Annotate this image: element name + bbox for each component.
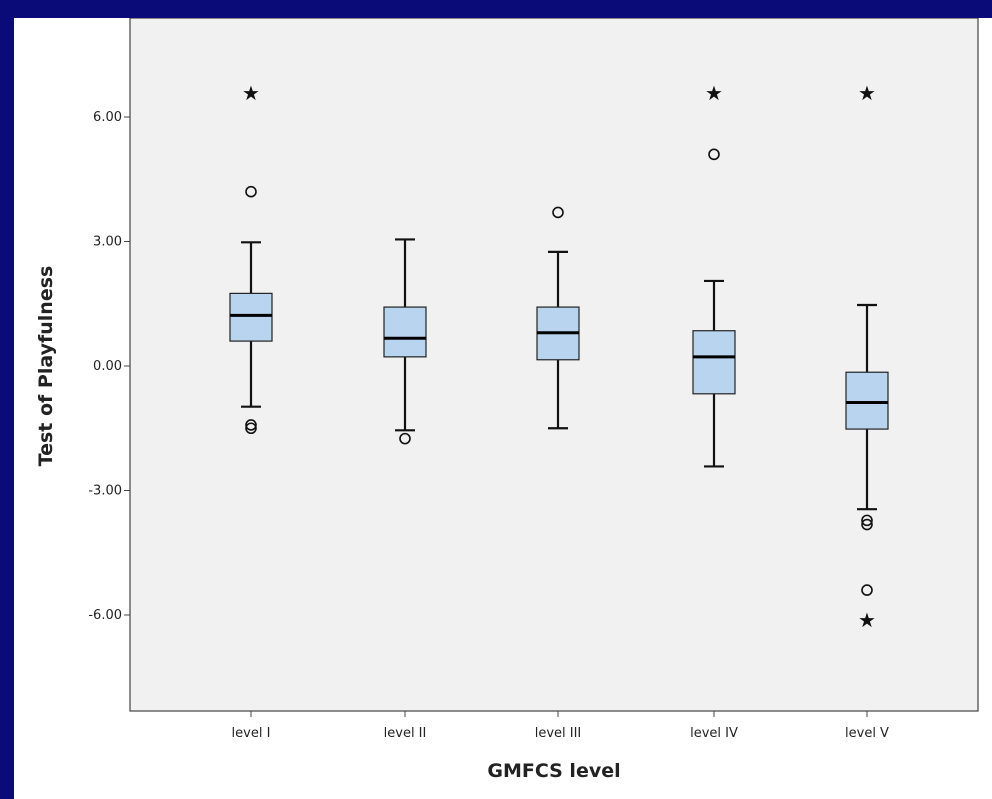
outlier-circle xyxy=(552,206,564,219)
box-iqr xyxy=(845,371,889,430)
outlier-star: ★ xyxy=(242,81,260,105)
outlier-circle xyxy=(245,185,257,198)
outlier-circle xyxy=(861,584,873,596)
outlier-circle xyxy=(245,422,257,435)
outlier-star: ★ xyxy=(705,81,723,105)
outlier-star: ★ xyxy=(858,81,876,105)
x-tick-label: level IV xyxy=(690,726,738,741)
x-tick-label: level III xyxy=(535,726,582,741)
y-tick-label: 3.00 xyxy=(93,235,122,250)
y-axis-title: Test of Playfulness xyxy=(35,266,57,467)
x-tick-label: level II xyxy=(384,726,427,741)
plot-area xyxy=(129,18,979,712)
x-axis-title: GMFCS level xyxy=(487,760,620,782)
y-tick-label: 6.00 xyxy=(93,110,122,125)
outlier-circle xyxy=(708,148,720,161)
outlier-star: ★ xyxy=(858,608,876,632)
outlier-circle xyxy=(399,432,411,445)
y-tick-label: -3.00 xyxy=(88,484,122,499)
box-iqr xyxy=(383,306,427,358)
figure-panel: 6.00 3.00 0.00 -3.00 -6.00 level I level II lev… xyxy=(14,18,992,799)
box-iqr xyxy=(229,292,273,342)
outlier-circle xyxy=(245,419,257,431)
boxplot-chart: 6.00 3.00 0.00 -3.00 -6.00 level I level II lev… xyxy=(35,18,979,782)
x-tick-label: level V xyxy=(845,726,889,741)
outlier-circle xyxy=(861,518,873,531)
box-iqr xyxy=(692,330,736,395)
y-tick-label: -6.00 xyxy=(88,608,122,623)
y-tick-label: 0.00 xyxy=(93,359,122,374)
x-tick-label: level I xyxy=(232,726,271,741)
outlier-circle xyxy=(861,514,873,527)
